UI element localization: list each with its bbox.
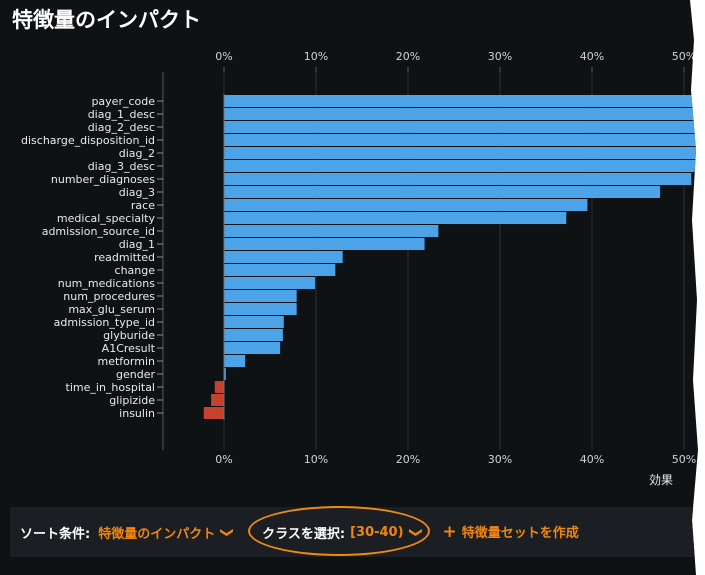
category-label: admission_type_id (54, 316, 155, 329)
bar (224, 134, 698, 146)
bar (224, 121, 698, 133)
bar (224, 342, 281, 354)
category-label: A1Cresult (102, 342, 156, 355)
class-select-dropdown[interactable]: クラスを選択: [30-40) ❯ (248, 505, 431, 556)
bar (224, 368, 226, 380)
bar (211, 394, 224, 406)
x-tick-label-top: 50% (672, 50, 696, 63)
x-tick-label-top: 10% (304, 50, 328, 63)
x-tick-label-bottom: 40% (580, 453, 604, 466)
chevron-down-icon[interactable]: ❯ (219, 526, 235, 538)
category-label: admission_source_id (42, 225, 155, 238)
category-label: race (131, 199, 155, 212)
bar (224, 290, 297, 302)
category-label: diag_2 (119, 147, 155, 160)
category-label: num_medications (58, 277, 156, 290)
bar (224, 355, 246, 367)
x-tick-label-bottom: 20% (396, 453, 420, 466)
bar (224, 316, 284, 328)
category-label: readmitted (94, 251, 155, 264)
category-label: metformin (98, 355, 155, 368)
bar (224, 303, 297, 315)
chevron-down-icon[interactable]: ❯ (407, 526, 423, 538)
category-label: diag_2_desc (88, 121, 155, 134)
category-label: gender (116, 368, 155, 381)
category-label: medical_specialty (57, 212, 156, 225)
bar (224, 147, 698, 159)
create-feature-set-label: 特徴量セットを作成 (461, 526, 579, 541)
bar (224, 329, 283, 341)
category-label: insulin (119, 407, 155, 420)
category-label: diag_3_desc (88, 160, 155, 173)
category-label: change (115, 264, 156, 277)
category-label: num_procedures (63, 290, 155, 303)
category-label: diag_3 (119, 186, 155, 199)
bar (224, 186, 661, 198)
category-label: number_diagnoses (51, 173, 155, 186)
x-tick-label-bottom: 0% (215, 453, 232, 466)
sort-label: ソート条件: (20, 526, 91, 542)
toolbar: ソート条件: 特徴量のインパクト ❯ クラスを選択: [30-40) ❯ + 特徴… (10, 505, 698, 557)
category-label: payer_code (91, 95, 155, 108)
category-label: diag_1 (119, 238, 155, 251)
plus-icon: + (442, 522, 457, 542)
bar (224, 212, 567, 224)
feature-impact-chart: 0% 0% 10% 10% 20% 20% 30% 30% 40% 40% 50% 50% 効果 paye… (21, 50, 698, 487)
bar (224, 251, 343, 263)
sort-dropdown[interactable]: 特徴量のインパクト (98, 526, 216, 542)
x-tick-label-top: 30% (488, 50, 512, 63)
x-axis-label: 効果 (649, 472, 673, 487)
bar (214, 381, 224, 393)
create-feature-set-button[interactable]: + 特徴量セットを作成 (442, 522, 578, 542)
bar (224, 225, 439, 237)
category-label: diag_1_desc (88, 108, 155, 121)
bar (224, 95, 698, 107)
category-label: time_in_hospital (66, 381, 155, 394)
bar (224, 264, 336, 276)
bar (224, 277, 316, 289)
bar (224, 238, 425, 250)
x-tick-label-top: 20% (396, 50, 420, 63)
x-tick-label-top: 40% (580, 50, 604, 63)
highlight-oval (248, 505, 431, 556)
category-label: discharge_disposition_id (21, 134, 155, 147)
bar (224, 199, 588, 211)
bar (224, 173, 692, 185)
x-tick-label-top: 0% (215, 50, 232, 63)
x-tick-label-bottom: 30% (488, 453, 512, 466)
bar (203, 407, 224, 419)
bar (224, 108, 698, 120)
category-label: glipizide (109, 394, 155, 407)
bar (224, 160, 698, 172)
x-tick-label-bottom: 50% (672, 453, 696, 466)
page-title: 特徴量のインパクト (12, 8, 201, 32)
x-tick-label-bottom: 10% (304, 453, 328, 466)
category-label: max_glu_serum (68, 303, 155, 316)
category-label: glyburide (103, 329, 155, 342)
